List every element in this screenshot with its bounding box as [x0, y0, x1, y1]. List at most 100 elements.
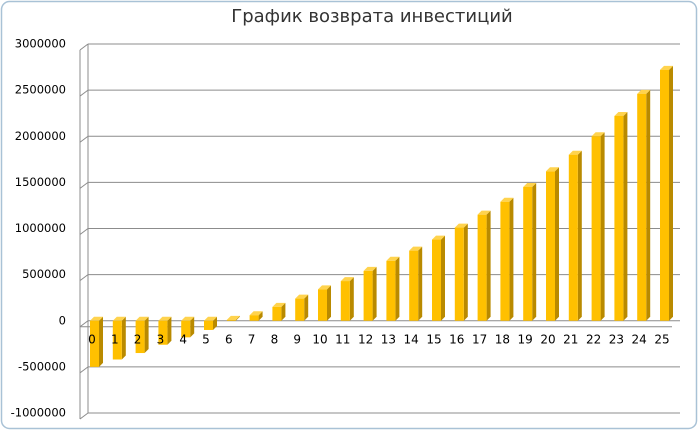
- bar: [318, 285, 331, 321]
- bar-side: [623, 111, 628, 321]
- bar-front: [295, 298, 305, 321]
- bar-top: [181, 316, 195, 321]
- y-tick-label: 1500000: [15, 175, 66, 189]
- bar-front: [591, 136, 601, 321]
- x-tick-label: 2: [134, 332, 142, 346]
- x-tick-label: 0: [88, 332, 96, 346]
- grid-depth: [79, 228, 89, 235]
- x-tick-label: 16: [449, 332, 464, 346]
- y-tick-label: 0: [59, 313, 66, 327]
- bar-front: [546, 171, 555, 321]
- bar: [112, 316, 126, 360]
- grid-depth: [79, 181, 89, 189]
- bar-top: [500, 197, 514, 202]
- bar-top: [660, 65, 673, 70]
- bar-front: [226, 319, 236, 321]
- bar-top: [386, 256, 400, 261]
- bar-side: [600, 132, 605, 321]
- bar-side: [144, 316, 149, 354]
- bar-side: [167, 316, 172, 345]
- bar-front: [432, 239, 441, 321]
- bar-front: [112, 320, 122, 360]
- bar-side: [646, 89, 651, 321]
- grid-depth: [79, 135, 89, 143]
- bar-top: [568, 150, 582, 155]
- bar-top: [295, 294, 309, 299]
- y-tick-label: 1000000: [15, 221, 66, 235]
- y-tick-label: 2000000: [15, 129, 66, 143]
- bar-side: [235, 315, 240, 321]
- bar: [568, 150, 582, 321]
- x-tick-label: 14: [404, 332, 419, 346]
- bar-side: [258, 311, 263, 321]
- x-tick-label: 9: [293, 332, 301, 346]
- bar-top: [546, 167, 559, 172]
- bar-side: [99, 316, 103, 367]
- bar-side: [418, 246, 423, 321]
- bar-side: [577, 150, 582, 321]
- bar: [272, 302, 286, 321]
- grid-depth: [79, 320, 89, 328]
- bar-front: [135, 320, 145, 354]
- bar-side: [281, 302, 286, 321]
- bar-front: [158, 320, 168, 345]
- bar-front: [477, 214, 487, 321]
- x-tick-label: 1: [111, 332, 119, 346]
- bar: [204, 316, 217, 330]
- x-tick-label: 18: [495, 332, 510, 346]
- bar-front: [340, 281, 350, 321]
- bar-top: [318, 285, 331, 290]
- bar: [409, 246, 423, 321]
- bar-top: [591, 132, 605, 137]
- x-tick-label: 21: [563, 332, 578, 346]
- bar-front: [249, 315, 259, 321]
- x-tick-label: 25: [654, 332, 669, 346]
- bar-top: [409, 246, 423, 251]
- bar-front: [637, 93, 647, 321]
- bar-top: [226, 315, 240, 320]
- grid-depth: [79, 274, 89, 282]
- y-tick-label: -500000: [18, 359, 66, 373]
- bar-front: [614, 115, 624, 321]
- x-tick-label: 22: [586, 332, 601, 346]
- bar: [500, 197, 514, 321]
- bar-side: [395, 256, 400, 321]
- bar-top: [523, 182, 537, 187]
- bar-front: [454, 227, 464, 321]
- bar: [546, 167, 559, 321]
- x-tick-label: 19: [518, 332, 533, 346]
- y-tick-label: 2500000: [15, 83, 66, 97]
- bar: [637, 89, 651, 321]
- bar-side: [486, 210, 491, 321]
- bar-front: [318, 289, 327, 321]
- bar-top: [340, 277, 354, 282]
- bar-top: [363, 266, 377, 271]
- bar: [90, 316, 103, 367]
- x-tick-label: 8: [271, 332, 279, 346]
- bar-front: [523, 186, 533, 321]
- x-tick-label: 6: [225, 332, 233, 346]
- bar: [591, 132, 605, 321]
- x-tick-label: 4: [179, 332, 187, 346]
- bar: [295, 294, 309, 321]
- bar: [363, 266, 377, 321]
- bar-top: [272, 302, 286, 307]
- bar-top: [477, 210, 491, 215]
- bar-front: [386, 260, 396, 321]
- grid-depth: [79, 89, 89, 97]
- bar: [386, 256, 400, 321]
- x-tick-label: 3: [157, 332, 165, 346]
- bar-side: [441, 235, 445, 321]
- bar-top: [158, 316, 172, 321]
- bar-front: [204, 320, 213, 330]
- grid-depth: [79, 43, 89, 51]
- bar-side: [327, 285, 331, 321]
- x-tick-label: 13: [381, 332, 396, 346]
- x-tick-label: 10: [312, 332, 327, 346]
- bar: [135, 316, 149, 354]
- bar-side: [555, 167, 559, 321]
- bar-side: [509, 197, 514, 321]
- x-tick-label: 15: [426, 332, 441, 346]
